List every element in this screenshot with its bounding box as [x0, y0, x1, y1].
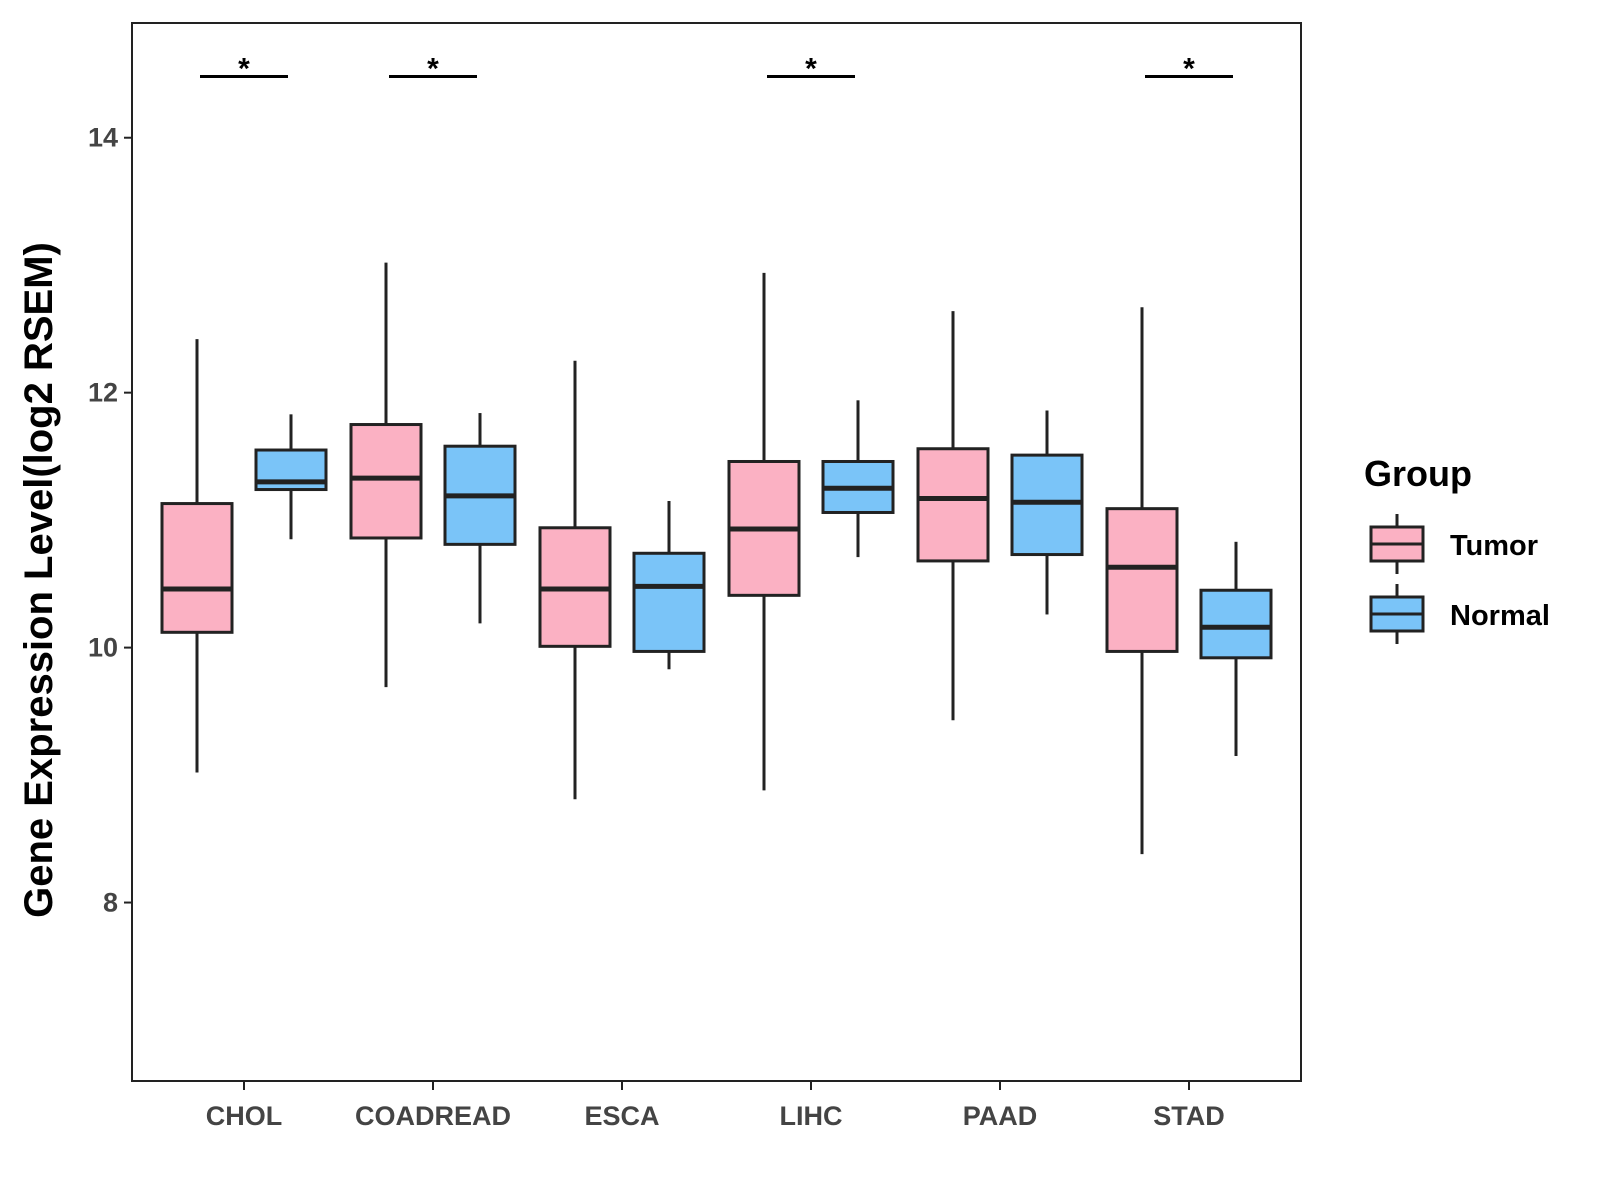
legend-entry-tumor: Tumor [1369, 514, 1538, 574]
box-normal-esca [632, 501, 706, 670]
significance-chol: * [200, 53, 288, 86]
x-tick-label: ESCA [584, 1101, 659, 1131]
significance-star: * [805, 53, 817, 86]
panel-border [131, 22, 1302, 1082]
significance-coadread: * [389, 53, 477, 86]
plot-area: * * * * [160, 53, 1273, 855]
box-tumor-paad [916, 311, 990, 721]
y-axis-title: Gene Expression Level(log2 RSEM) [17, 242, 61, 918]
y-tick-label: 14 [88, 123, 118, 153]
significance-lihc: * [767, 53, 855, 86]
box-normal-coadread [443, 413, 517, 624]
significance-star: * [1183, 53, 1195, 86]
x-axis: CHOL COADREAD ESCA LIHC PAAD STAD [206, 1081, 1225, 1131]
box-normal-chol [254, 414, 328, 540]
x-tick-label: PAAD [963, 1101, 1038, 1131]
box-tumor-coadread [349, 262, 423, 688]
significance-stad: * [1145, 53, 1233, 86]
x-tick-label: LIHC [780, 1101, 843, 1131]
x-tick-label: STAD [1153, 1101, 1225, 1131]
box-iqr [1199, 588, 1273, 660]
box-iqr [1105, 507, 1179, 653]
y-tick-label: 12 [88, 378, 118, 408]
box-iqr [349, 423, 423, 540]
box-tumor-lihc [727, 272, 801, 791]
legend-label: Normal [1450, 600, 1550, 632]
box-tumor-chol [160, 339, 234, 773]
box-iqr [160, 502, 234, 634]
box-normal-paad [1010, 410, 1084, 615]
legend-entry-normal: Normal [1369, 584, 1550, 644]
box-tumor-esca [538, 360, 612, 800]
legend-label: Tumor [1450, 530, 1538, 562]
significance-star: * [238, 53, 250, 86]
box-iqr [916, 447, 990, 563]
y-axis: 8 10 12 14 [88, 123, 132, 918]
legend: Group Tumor Normal [1364, 453, 1550, 644]
box-normal-stad [1199, 541, 1273, 756]
x-tick-label: CHOL [206, 1101, 283, 1131]
legend-title: Group [1364, 453, 1472, 494]
x-tick-label: COADREAD [355, 1101, 511, 1131]
y-tick-label: 10 [88, 633, 118, 663]
box-normal-lihc [821, 400, 895, 558]
box-iqr [632, 551, 706, 653]
y-tick-label: 8 [103, 888, 118, 918]
box-tumor-stad [1105, 307, 1179, 855]
significance-star: * [427, 53, 439, 86]
box-iqr [1010, 453, 1084, 557]
